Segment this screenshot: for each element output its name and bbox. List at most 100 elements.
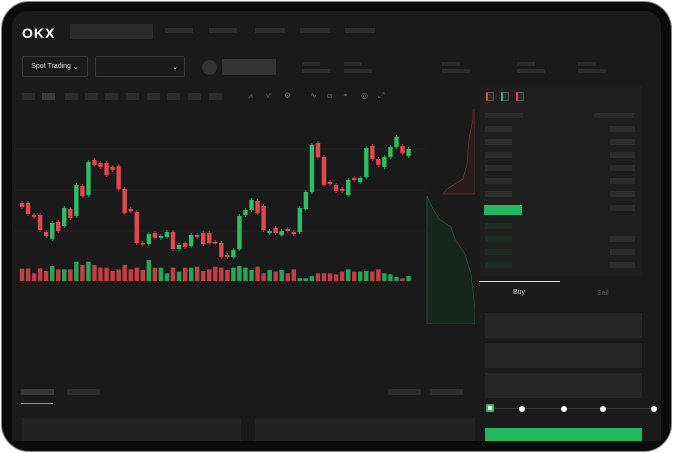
candlestick-chart[interactable]: [15, 105, 425, 370]
volume-bar: [207, 269, 212, 281]
candle-body: [170, 232, 176, 249]
amount-input[interactable]: [485, 343, 642, 368]
volume-bar: [285, 273, 290, 281]
candle-body: [394, 137, 399, 147]
buy-tab[interactable]: Buy: [513, 289, 526, 296]
volume-bar: [80, 265, 85, 281]
okx-trading-screen: OKX Spot Trading ⌄ ⌄ Buy Sell: [12, 11, 661, 441]
candle-body: [339, 189, 345, 191]
target-icon[interactable]: ◎: [361, 91, 368, 100]
timeframe-button[interactable]: [126, 93, 139, 100]
timeframe-button[interactable]: [209, 93, 222, 100]
volume-bar: [50, 266, 55, 281]
spot-trading-button[interactable]: Spot Trading ⌄: [22, 56, 88, 77]
candle-body: [122, 189, 127, 213]
candle-body: [291, 232, 296, 234]
slider-track[interactable]: [489, 408, 657, 409]
volume-bar: [43, 271, 49, 281]
slider-step[interactable]: [561, 406, 567, 412]
asks-icon[interactable]: [516, 92, 524, 101]
candle-body: [201, 233, 206, 244]
nav-item[interactable]: [255, 28, 285, 33]
volume-bar: [255, 266, 260, 281]
nav-item[interactable]: [209, 28, 237, 33]
volume-bar: [194, 266, 200, 281]
candle-body: [400, 146, 405, 153]
stat-value: [517, 69, 545, 73]
chevron-down-icon: ⌄: [72, 63, 79, 71]
pair-select[interactable]: ⌄: [95, 56, 185, 77]
slider-step[interactable]: [651, 406, 657, 412]
slider-handle[interactable]: [486, 404, 494, 412]
volume-bar: [406, 276, 411, 281]
volume-bar: [237, 266, 242, 281]
candle-body: [237, 216, 242, 249]
total-input[interactable]: [485, 373, 642, 398]
candle-body: [74, 185, 79, 216]
ask-size: [610, 191, 635, 197]
timeframe-button[interactable]: [85, 93, 98, 100]
candle-body: [219, 243, 224, 257]
filter-button[interactable]: [388, 389, 421, 395]
candle-body: [273, 228, 278, 233]
last-price: [484, 205, 522, 215]
spot-trading-label: Spot Trading: [31, 63, 71, 70]
nav-item[interactable]: [165, 28, 193, 33]
ask-size: [610, 165, 635, 171]
volume-bar: [116, 269, 121, 281]
fullscreen-icon[interactable]: ⤢: [378, 91, 385, 100]
indicator-icon[interactable]: ⱱ: [266, 91, 271, 100]
candle-body: [315, 143, 321, 157]
timeframe-button[interactable]: [42, 93, 55, 100]
bid-size: [610, 236, 635, 242]
candle-body: [104, 163, 109, 175]
nav-item[interactable]: [300, 28, 330, 33]
tab-order-history[interactable]: [67, 389, 100, 395]
tab-open-orders[interactable]: [21, 389, 54, 395]
volume-bar: [68, 269, 73, 281]
sell-tab[interactable]: Sell: [597, 290, 609, 297]
volume-bar: [176, 271, 182, 281]
slider-step[interactable]: [600, 406, 606, 412]
candle-body: [345, 180, 351, 195]
candle-body: [146, 234, 152, 244]
timeframe-button[interactable]: [105, 93, 118, 100]
timeframe-button[interactable]: [65, 93, 78, 100]
candle-body: [303, 192, 309, 209]
timeframe-button[interactable]: [167, 93, 180, 100]
volume-bar: [231, 267, 236, 281]
timeframe-button[interactable]: [147, 93, 160, 100]
active-tab-indicator: [21, 403, 53, 404]
volume-bar: [219, 267, 224, 281]
coin-icon: [202, 60, 217, 75]
price-input[interactable]: [485, 313, 642, 338]
bid-price: [485, 262, 512, 268]
ask-size: [610, 126, 635, 132]
volume-bar: [249, 270, 254, 281]
ask-price: [485, 178, 512, 184]
filter-button[interactable]: [430, 389, 463, 395]
candle-body: [370, 146, 375, 159]
candle-body: [406, 149, 411, 156]
buy-button[interactable]: [485, 428, 642, 441]
slider-step[interactable]: [519, 406, 525, 412]
settings-icon[interactable]: ⚙: [284, 91, 292, 100]
line-tool-icon[interactable]: ⩘: [248, 91, 253, 100]
volume-bar: [243, 267, 248, 281]
candle-body: [382, 157, 387, 167]
search-bar[interactable]: [70, 24, 153, 39]
trend-icon[interactable]: ∿: [310, 91, 317, 100]
timeframe-button[interactable]: [22, 93, 35, 100]
candle-body: [56, 222, 61, 231]
nav-item[interactable]: [345, 28, 375, 33]
bids-icon[interactable]: [501, 92, 509, 101]
ask-size: [610, 152, 635, 158]
ruler-icon[interactable]: ⧄: [327, 91, 333, 100]
both-sides-icon[interactable]: [486, 92, 494, 101]
timeframe-button[interactable]: [188, 93, 201, 100]
volume-bar: [128, 269, 133, 281]
volume-bar: [352, 271, 357, 281]
volume-bar: [92, 265, 97, 281]
candle-body: [261, 206, 266, 230]
camera-icon[interactable]: ◓: [343, 91, 348, 100]
